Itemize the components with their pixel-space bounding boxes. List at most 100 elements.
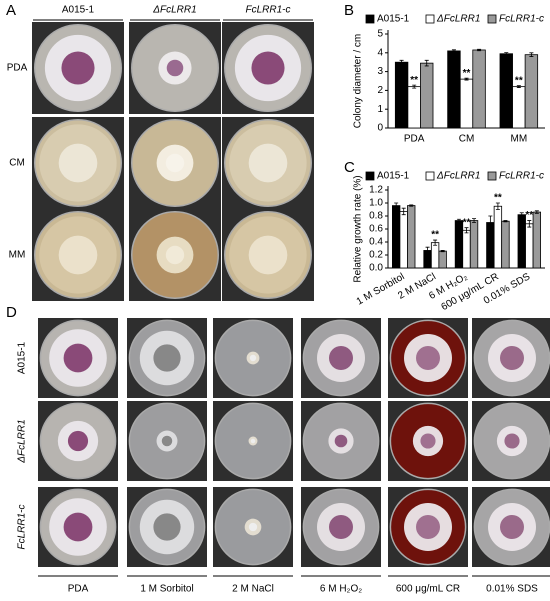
colony-center bbox=[161, 435, 173, 447]
bar bbox=[501, 220, 510, 269]
y-tick-label: 5 bbox=[377, 29, 383, 40]
bar bbox=[459, 78, 474, 129]
colony-center bbox=[165, 245, 185, 265]
colony-center bbox=[63, 512, 93, 542]
y-axis-title: Colony diameter / cm bbox=[353, 34, 364, 128]
colony-center bbox=[329, 515, 353, 539]
x-tick-label: CM bbox=[459, 134, 475, 145]
column-label: 600 μg/mL CR bbox=[396, 584, 460, 595]
legend-label: ΔFcLRR1 bbox=[436, 171, 480, 182]
colony-center bbox=[61, 51, 95, 85]
significance-label: ** bbox=[410, 75, 418, 86]
legend-label: FcLRR1-c bbox=[499, 171, 544, 182]
error-bar bbox=[401, 207, 406, 216]
error-bar bbox=[440, 250, 445, 253]
error-bar bbox=[412, 84, 417, 89]
panel-label: C bbox=[344, 159, 355, 176]
error-bar bbox=[504, 52, 509, 56]
bar bbox=[472, 49, 486, 129]
y-tick-label: 1.2 bbox=[369, 185, 383, 196]
error-bar bbox=[519, 212, 524, 218]
y-tick-label: 0.4 bbox=[369, 237, 383, 248]
significance-label: ** bbox=[463, 217, 471, 228]
significance-label: ** bbox=[494, 193, 502, 204]
panel-label: A bbox=[6, 2, 16, 19]
colony-center bbox=[153, 344, 181, 372]
y-tick-label: 0.0 bbox=[369, 263, 383, 274]
legend-label: A015-1 bbox=[377, 171, 410, 182]
colony-center bbox=[504, 433, 520, 449]
column-label: 2 M NaCl bbox=[232, 584, 274, 595]
legend-swatch bbox=[425, 171, 435, 181]
row-label: ΔFcLRR1 bbox=[17, 419, 28, 463]
bar bbox=[517, 214, 526, 269]
error-bar bbox=[433, 239, 438, 246]
error-bar bbox=[425, 246, 430, 255]
error-bar bbox=[503, 220, 508, 223]
y-tick-label: 1.0 bbox=[369, 198, 383, 209]
bar bbox=[407, 86, 421, 129]
bar bbox=[407, 205, 416, 269]
column-label: A015-1 bbox=[62, 5, 95, 16]
bar bbox=[462, 229, 471, 269]
bar bbox=[524, 54, 539, 129]
colony-center bbox=[58, 143, 98, 183]
bar bbox=[499, 53, 513, 129]
bar bbox=[454, 220, 464, 269]
legend-swatch bbox=[425, 14, 435, 24]
legend-label: ΔFcLRR1 bbox=[436, 14, 480, 25]
significance-label: ** bbox=[463, 68, 471, 79]
error-bar bbox=[394, 202, 399, 209]
y-tick-label: 0.2 bbox=[369, 250, 383, 261]
colony-center bbox=[416, 515, 440, 539]
bar bbox=[532, 211, 542, 269]
error-bar bbox=[464, 77, 469, 81]
bar bbox=[469, 220, 479, 269]
bar bbox=[512, 86, 526, 129]
colony-center bbox=[329, 346, 353, 370]
colony-center bbox=[334, 434, 348, 448]
significance-label: ** bbox=[431, 230, 439, 241]
error-bar bbox=[488, 215, 493, 230]
significance-label: ** bbox=[525, 210, 533, 221]
colony-center bbox=[166, 59, 184, 77]
colony-center bbox=[165, 153, 185, 173]
bar bbox=[438, 250, 447, 269]
bar bbox=[430, 242, 440, 269]
photo-layer bbox=[32, 22, 550, 567]
error-bar bbox=[456, 218, 461, 223]
error-bar bbox=[529, 52, 534, 57]
y-tick-label: 1 bbox=[377, 104, 383, 115]
colony-center bbox=[67, 430, 89, 452]
y-tick-label: 0 bbox=[377, 123, 383, 134]
legend-swatch bbox=[365, 14, 375, 24]
colony-center bbox=[420, 433, 436, 449]
colony-center bbox=[416, 346, 440, 370]
column-label: 0.01% SDS bbox=[486, 584, 538, 595]
colony-center bbox=[248, 522, 258, 532]
bar bbox=[394, 61, 409, 129]
error-bar bbox=[424, 59, 429, 67]
error-bar bbox=[516, 85, 521, 88]
bar bbox=[493, 205, 503, 269]
y-tick-label: 4 bbox=[377, 47, 383, 58]
x-tick-label: MM bbox=[510, 134, 527, 145]
row-label: FcLRR1-c bbox=[17, 504, 28, 549]
bar bbox=[391, 205, 401, 269]
column-label: 1 M Sorbitol bbox=[140, 584, 193, 595]
bar bbox=[525, 223, 534, 269]
row-label: PDA bbox=[7, 63, 28, 74]
legend-label: A015-1 bbox=[377, 14, 410, 25]
panel-label: D bbox=[6, 304, 17, 321]
legend-swatch bbox=[487, 14, 497, 24]
colony-center bbox=[248, 235, 288, 275]
y-tick-label: 0.8 bbox=[369, 211, 383, 222]
error-bar bbox=[472, 218, 477, 223]
error-bar bbox=[451, 49, 456, 53]
y-tick-label: 3 bbox=[377, 66, 383, 77]
colony-center bbox=[500, 515, 524, 539]
legend-swatch bbox=[365, 171, 375, 181]
colony-center bbox=[250, 438, 256, 444]
x-tick-label: PDA bbox=[404, 134, 425, 145]
